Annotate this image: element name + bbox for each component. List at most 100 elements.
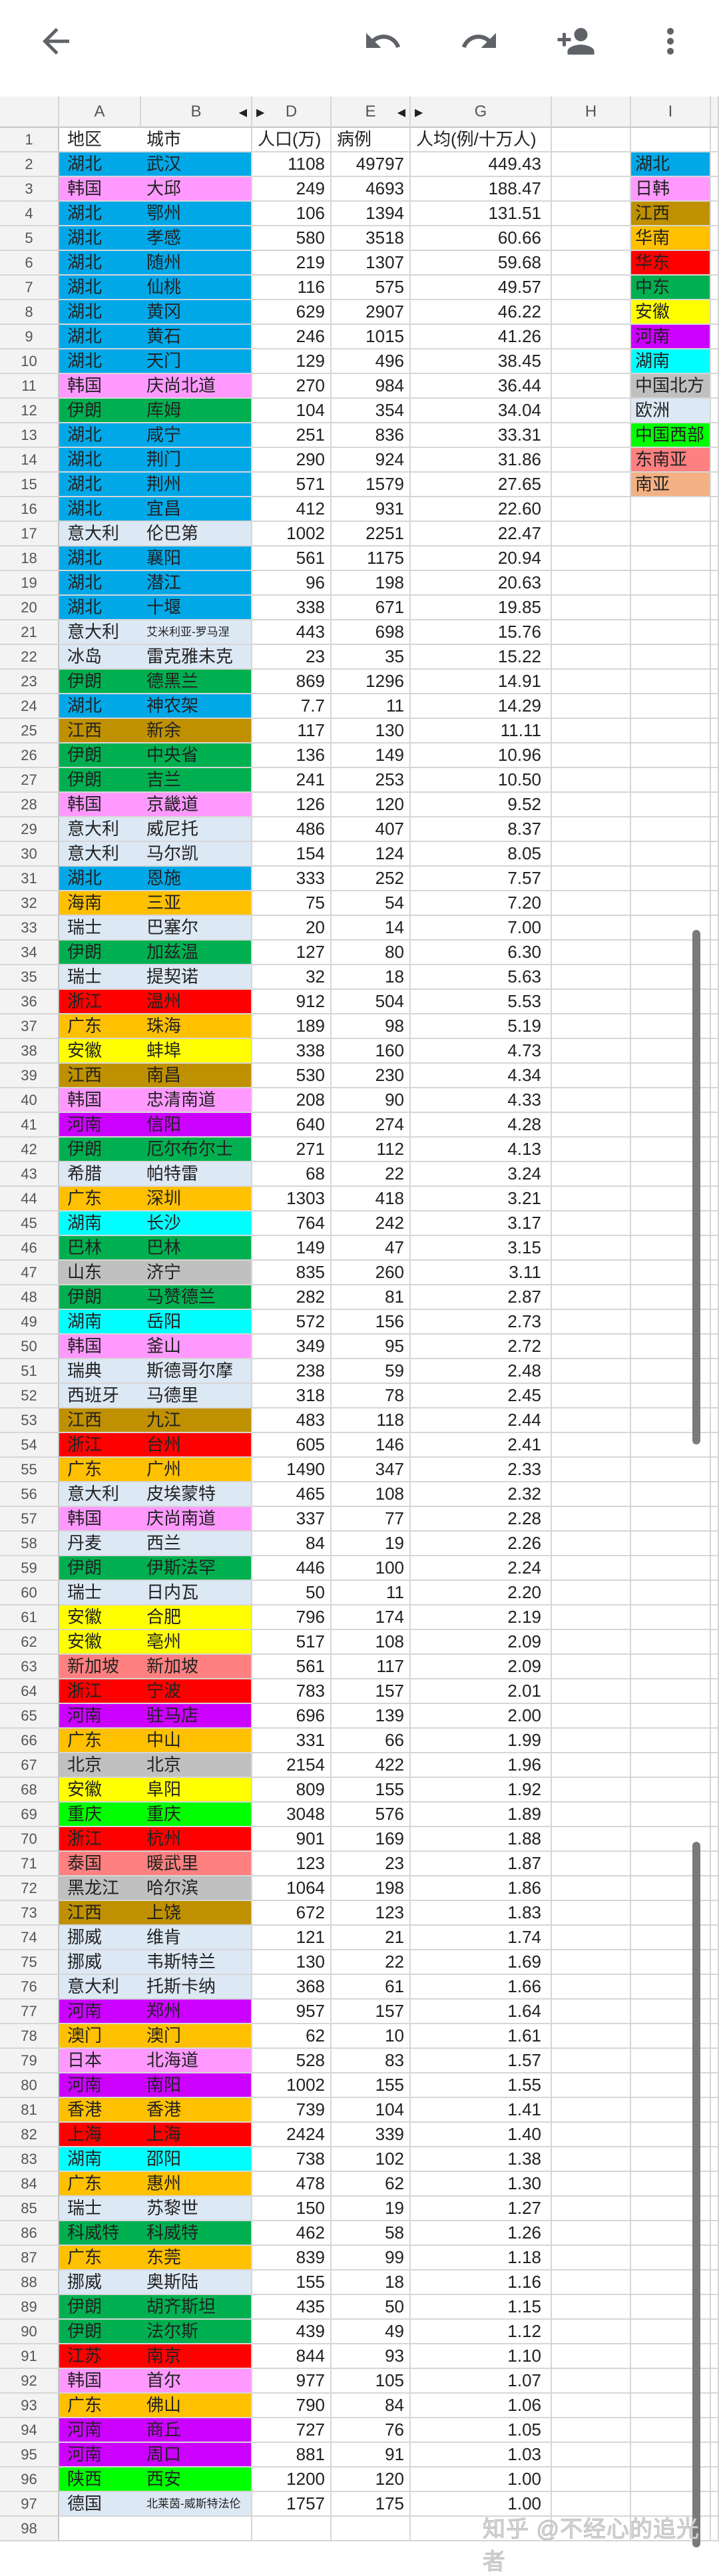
region-cell[interactable]: 湖北 <box>59 596 141 620</box>
cases-cell[interactable]: 671 <box>332 596 411 620</box>
rate-cell[interactable]: 1.16 <box>411 2270 552 2295</box>
cases-cell[interactable]: 2907 <box>332 300 411 325</box>
cell[interactable] <box>631 1926 711 1950</box>
rate-cell[interactable]: 60.66 <box>411 226 552 251</box>
row-number[interactable]: 69 <box>0 1803 59 1827</box>
cell[interactable] <box>631 1088 711 1113</box>
city-cell[interactable]: 马尔凯 <box>141 842 252 867</box>
cell[interactable] <box>552 2320 631 2344</box>
cell[interactable] <box>711 2418 719 2443</box>
cell[interactable] <box>711 1162 719 1187</box>
region-cell[interactable]: 湖北 <box>59 226 141 251</box>
cell[interactable] <box>552 128 631 152</box>
rate-cell[interactable]: 1.88 <box>411 1827 552 1852</box>
population-cell[interactable]: 349 <box>252 1335 332 1359</box>
rate-cell[interactable]: 22.47 <box>411 522 552 546</box>
cell[interactable] <box>631 2369 711 2394</box>
row-number[interactable]: 97 <box>0 2492 59 2517</box>
row-number[interactable]: 81 <box>0 2098 59 2123</box>
cell[interactable] <box>711 1014 719 1039</box>
region-cell[interactable]: 韩国 <box>59 793 141 817</box>
row-number[interactable]: 91 <box>0 2344 59 2369</box>
cases-cell[interactable]: 21 <box>332 1926 411 1950</box>
population-cell[interactable]: 977 <box>252 2369 332 2394</box>
cell[interactable] <box>711 571 719 596</box>
cases-cell[interactable]: 504 <box>332 990 411 1014</box>
row-number[interactable]: 3 <box>0 177 59 202</box>
cases-cell[interactable]: 105 <box>332 2369 411 2394</box>
region-cell[interactable]: 湖北 <box>59 300 141 325</box>
population-cell[interactable]: 368 <box>252 1975 332 2000</box>
region-cell[interactable]: 江西 <box>59 1064 141 1088</box>
cell[interactable] <box>552 941 631 965</box>
city-cell[interactable]: 香港 <box>141 2098 252 2123</box>
cell[interactable] <box>711 2000 719 2024</box>
cell[interactable] <box>552 1753 631 1778</box>
rate-cell[interactable]: 2.01 <box>411 1679 552 1704</box>
row-number[interactable]: 76 <box>0 1975 59 2000</box>
cell[interactable] <box>552 1975 631 2000</box>
cell[interactable] <box>631 1901 711 1926</box>
population-cell[interactable]: 835 <box>252 1261 332 1285</box>
population-cell[interactable]: 238 <box>252 1359 332 1384</box>
cell[interactable] <box>552 1655 631 1679</box>
row-number[interactable]: 61 <box>0 1606 59 1630</box>
cases-cell[interactable]: 81 <box>332 1285 411 1310</box>
cell[interactable] <box>631 571 711 596</box>
population-cell[interactable]: 561 <box>252 546 332 571</box>
hidden-column-left-arrow-icon[interactable]: ◀ <box>397 107 405 118</box>
city-cell[interactable]: 帕特雷 <box>141 1162 252 1187</box>
cell[interactable] <box>552 374 631 399</box>
row-number[interactable]: 19 <box>0 571 59 596</box>
row-number[interactable]: 74 <box>0 1926 59 1950</box>
cases-cell[interactable]: 61 <box>332 1975 411 2000</box>
cell[interactable] <box>552 817 631 842</box>
cases-cell[interactable]: 118 <box>332 1408 411 1433</box>
cell[interactable] <box>552 226 631 251</box>
row-number[interactable]: 70 <box>0 1827 59 1852</box>
city-cell[interactable]: 托斯卡纳 <box>141 1975 252 2000</box>
cell[interactable] <box>552 1458 631 1482</box>
cell[interactable] <box>631 2123 711 2147</box>
cell[interactable] <box>711 497 719 522</box>
rate-cell[interactable]: 33.31 <box>411 423 552 448</box>
cell[interactable] <box>552 842 631 867</box>
row-number[interactable]: 58 <box>0 1532 59 1556</box>
city-cell[interactable]: 岳阳 <box>141 1310 252 1335</box>
region-cell[interactable]: 挪威 <box>59 1926 141 1950</box>
cell[interactable] <box>552 1482 631 1507</box>
legend-item[interactable]: 欧洲 <box>631 399 711 423</box>
rate-cell[interactable]: 7.20 <box>411 891 552 916</box>
row-number[interactable]: 50 <box>0 1335 59 1359</box>
cell[interactable] <box>631 891 711 916</box>
population-cell[interactable]: 483 <box>252 1408 332 1433</box>
row-number[interactable]: 93 <box>0 2394 59 2418</box>
cases-cell[interactable]: 347 <box>332 1458 411 1482</box>
population-cell[interactable]: 465 <box>252 1482 332 1507</box>
city-cell[interactable]: 宁波 <box>141 1679 252 1704</box>
cell[interactable] <box>711 2246 719 2270</box>
cell[interactable] <box>631 2492 711 2517</box>
cell[interactable] <box>711 276 719 300</box>
population-cell[interactable]: 1200 <box>252 2468 332 2492</box>
rate-cell[interactable]: 1.92 <box>411 1778 552 1803</box>
cell[interactable] <box>552 177 631 202</box>
legend-item[interactable]: 中国西部 <box>631 423 711 448</box>
rate-cell[interactable]: 3.15 <box>411 1236 552 1261</box>
region-cell[interactable]: 湖北 <box>59 202 141 226</box>
rate-cell[interactable]: 4.28 <box>411 1113 552 1138</box>
cell[interactable] <box>711 546 719 571</box>
cell[interactable] <box>711 300 719 325</box>
population-cell[interactable]: 282 <box>252 1285 332 1310</box>
population-cell[interactable]: 104 <box>252 399 332 423</box>
city-cell[interactable]: 惠州 <box>141 2172 252 2197</box>
cell[interactable] <box>552 670 631 694</box>
row-number[interactable]: 8 <box>0 300 59 325</box>
cell[interactable] <box>552 1384 631 1408</box>
city-cell[interactable]: 南昌 <box>141 1064 252 1088</box>
rate-cell[interactable]: 1.64 <box>411 2000 552 2024</box>
row-number[interactable]: 43 <box>0 1162 59 1187</box>
cell[interactable] <box>552 571 631 596</box>
cell[interactable] <box>711 399 719 423</box>
city-cell[interactable]: 釜山 <box>141 1335 252 1359</box>
